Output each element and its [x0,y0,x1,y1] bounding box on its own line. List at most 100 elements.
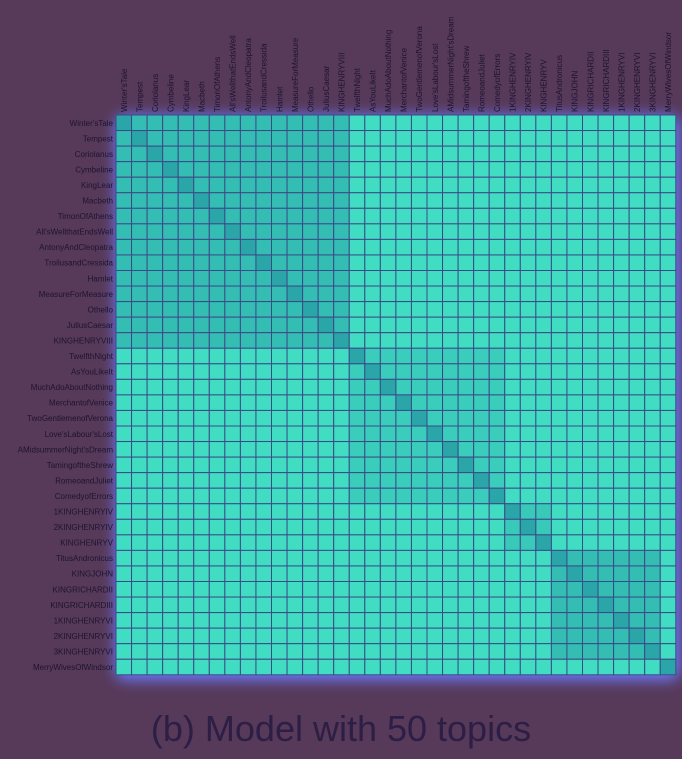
heatmap-cell [597,487,615,505]
heatmap-cell [115,612,133,629]
heatmap-cell [302,316,319,334]
heatmap-cell [115,316,133,334]
heatmap-cell [348,161,366,178]
heatmap-cell [566,270,584,287]
heatmap-cell [239,270,257,287]
heatmap-cell [255,627,272,645]
heatmap-cell [613,472,630,489]
row-label: 2KINGHENRYIV [54,523,114,532]
heatmap-cell [224,301,241,318]
heatmap-cell [364,534,381,551]
heatmap-cell [519,534,537,551]
heatmap-cell [348,301,366,318]
heatmap-cell [426,518,444,536]
heatmap-cell [115,627,133,645]
heatmap-cell [535,658,552,676]
heatmap-cell [146,425,164,443]
heatmap-cell [628,285,646,303]
heatmap-cell [644,534,661,551]
heatmap-cell [193,378,210,396]
heatmap-cell [302,207,319,225]
heatmap-cell [131,192,148,209]
heatmap-cell [255,207,272,225]
heatmap-cell [255,503,272,520]
heatmap-cell [177,270,195,287]
column-label: AsYouLikeIt [369,69,378,112]
heatmap-cell [348,581,366,598]
heatmap-cell [364,627,381,645]
heatmap-cell [317,238,335,256]
heatmap-cell [131,425,148,443]
heatmap-cell [131,394,148,411]
heatmap-cell [224,612,241,629]
heatmap-cell [286,658,304,676]
heatmap-cell [504,409,521,427]
heatmap-cell [364,612,381,629]
column-label: KINGJOHN [571,70,580,112]
heatmap-cell [457,596,475,614]
heatmap-cell [535,316,552,334]
heatmap-cell [131,207,148,225]
heatmap-cell [628,114,646,132]
heatmap-cell [410,472,428,489]
heatmap-cell [208,627,226,645]
heatmap-cell [504,425,521,443]
heatmap-cell [286,441,304,458]
heatmap-cell [410,285,428,303]
heatmap-cell [224,130,241,147]
heatmap-cell [597,270,615,287]
heatmap-cell [488,114,506,132]
heatmap-cell [426,503,444,520]
heatmap-cell [115,347,133,365]
heatmap-cell [504,238,521,256]
heatmap-cell [239,534,257,551]
heatmap-cell [582,612,599,629]
heatmap-cell [597,472,615,489]
heatmap-cell [488,130,506,147]
heatmap-cell [348,643,366,660]
heatmap-cell [628,301,646,318]
column-label: TwelfthNight [353,67,362,112]
heatmap-cell [208,472,226,489]
heatmap-cell [208,456,226,474]
heatmap-cell [193,441,210,458]
heatmap-cell [193,347,210,365]
heatmap-cell [177,549,195,567]
heatmap-cell [410,503,428,520]
heatmap-cell [504,643,521,660]
heatmap-cell [193,596,210,614]
heatmap-cell [519,518,537,536]
heatmap-cell [333,643,350,660]
heatmap-cell [395,409,412,427]
heatmap-cell [302,363,319,380]
heatmap-cell [162,472,179,489]
heatmap-cell [333,207,350,225]
heatmap-cell [302,254,319,271]
heatmap-cell [348,114,366,132]
heatmap-cell [162,612,179,629]
heatmap-cell [364,332,381,349]
heatmap-cell [302,285,319,303]
heatmap-cell [442,176,459,194]
heatmap-cell [364,456,381,474]
column-labels: Winter'sTale Tempest Coriolanus Cymbeline Ki… [120,16,673,112]
heatmap-cell [395,518,412,536]
heatmap-cell [628,518,646,536]
heatmap-cell [379,301,397,318]
heatmap-cell [613,487,630,505]
heatmap-cell [177,363,195,380]
heatmap-cell [208,658,226,676]
heatmap-cell [286,363,304,380]
heatmap-cell [566,332,584,349]
heatmap-cell [317,192,335,209]
heatmap-cell [348,285,366,303]
heatmap-cell [659,425,677,443]
heatmap-cell [504,301,521,318]
heatmap-cell [644,114,661,132]
heatmap-cell [379,409,397,427]
heatmap-cell [177,238,195,256]
heatmap-cell [364,425,381,443]
row-label: All'sWellthatEndsWell [36,228,113,237]
heatmap-cell [550,176,568,194]
row-label: KINGJOHN [72,570,114,579]
